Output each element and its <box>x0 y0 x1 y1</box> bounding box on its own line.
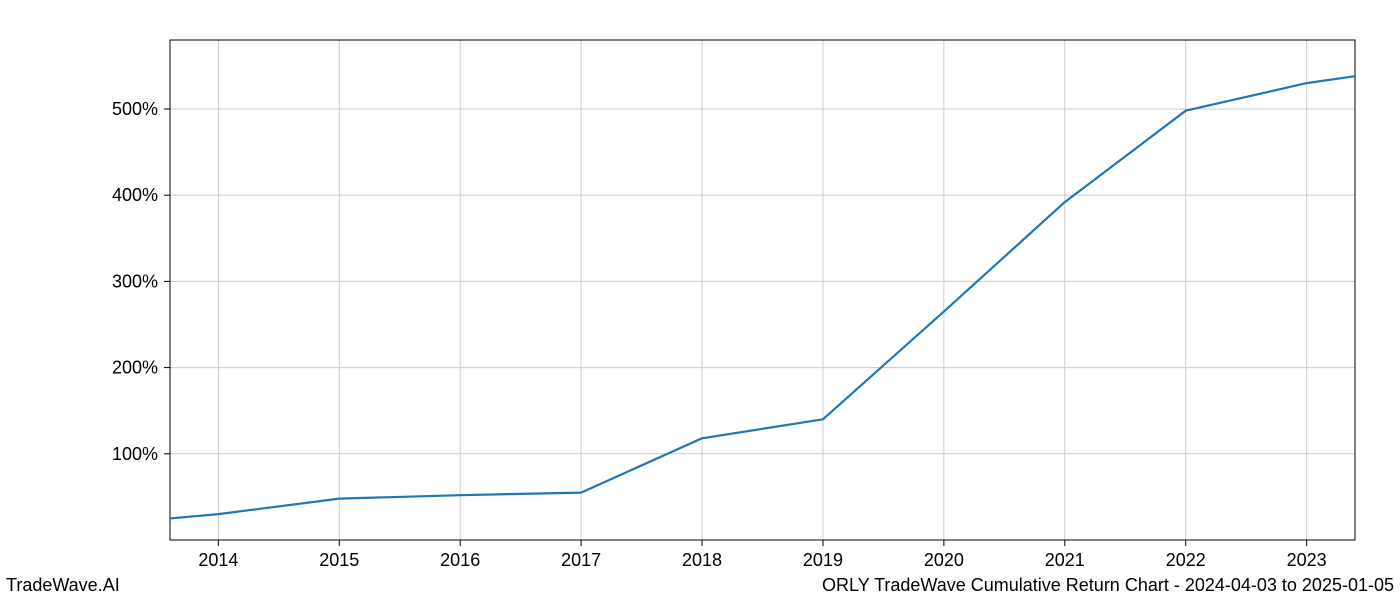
x-tick-label: 2020 <box>924 550 964 570</box>
x-tick-label: 2017 <box>561 550 601 570</box>
chart-background <box>0 0 1400 600</box>
x-tick-label: 2023 <box>1287 550 1327 570</box>
footer-left-text: TradeWave.AI <box>6 575 120 596</box>
x-tick-label: 2016 <box>440 550 480 570</box>
x-tick-label: 2021 <box>1045 550 1085 570</box>
footer-right-text: ORLY TradeWave Cumulative Return Chart -… <box>822 575 1394 596</box>
x-tick-label: 2019 <box>803 550 843 570</box>
x-tick-label: 2015 <box>319 550 359 570</box>
y-tick-label: 500% <box>112 99 158 119</box>
x-tick-label: 2014 <box>198 550 238 570</box>
x-tick-label: 2018 <box>682 550 722 570</box>
y-tick-label: 200% <box>112 358 158 378</box>
line-chart: 2014 2015 2016 2017 2018 2019 2020 2021 2022 2023… <box>0 0 1400 600</box>
x-tick-label: 2022 <box>1166 550 1206 570</box>
footer-bar: TradeWave.AI ORLY TradeWave Cumulative R… <box>0 572 1400 600</box>
y-tick-label: 400% <box>112 185 158 205</box>
chart-container: 2014 2015 2016 2017 2018 2019 2020 2021 2022 2023… <box>0 0 1400 600</box>
y-tick-label: 100% <box>112 444 158 464</box>
y-tick-label: 300% <box>112 271 158 291</box>
